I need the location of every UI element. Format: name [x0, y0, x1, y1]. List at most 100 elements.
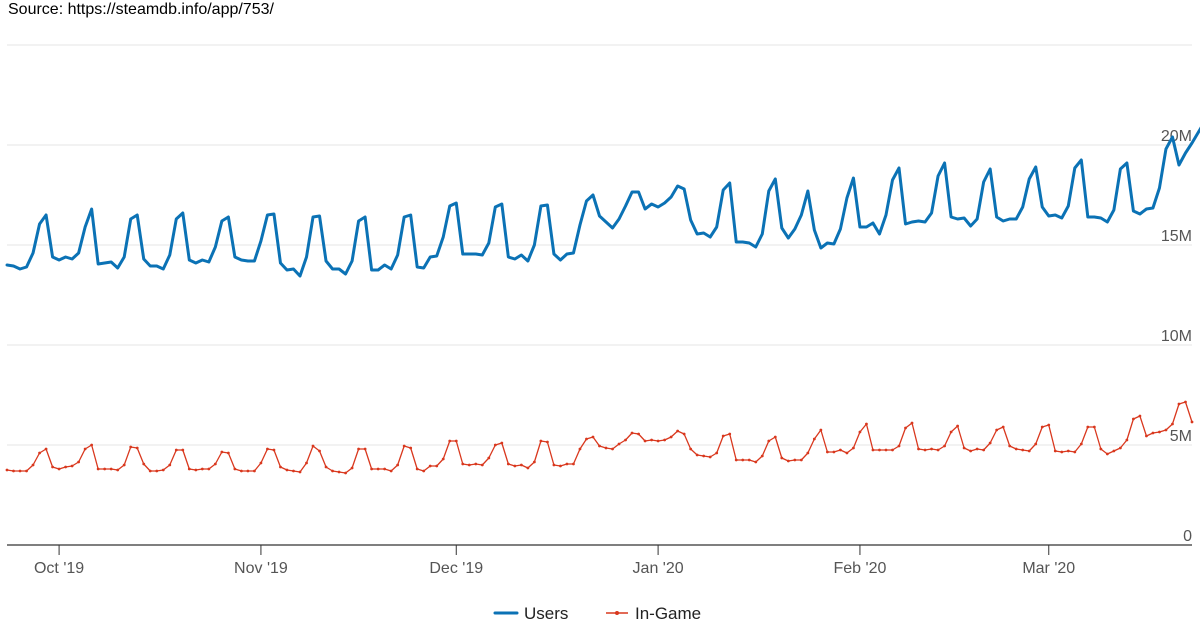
series-point-in-game [1040, 425, 1044, 429]
series-point-in-game [142, 462, 146, 466]
series-point-in-game [279, 465, 282, 469]
series-point-in-game [415, 467, 419, 471]
x-tick-label: Dec '19 [429, 560, 483, 577]
series-point-in-game [96, 467, 100, 471]
x-tick-label: Jan '20 [633, 560, 684, 577]
series-point-in-game [1060, 450, 1064, 454]
series-point-in-game [480, 463, 484, 467]
series-point-in-game [135, 446, 139, 450]
series-point-in-game [454, 439, 458, 443]
series-point-in-game [441, 457, 445, 461]
series-point-in-game [917, 447, 920, 451]
series-point-in-game [31, 463, 35, 467]
series-point-in-game [25, 469, 28, 473]
series-point-in-game [1066, 449, 1070, 453]
x-tick-label: Nov '19 [234, 560, 288, 577]
series-point-in-game [546, 440, 549, 444]
series-point-in-game [689, 447, 693, 451]
series-point-in-game [760, 454, 764, 458]
series-point-in-game [884, 448, 888, 452]
series-point-in-game [650, 438, 653, 442]
series-point-in-game [389, 469, 393, 473]
series-point-in-game [780, 456, 784, 460]
series-point-in-game [77, 460, 81, 464]
series-point-in-game [1092, 425, 1096, 429]
series-point-in-game [1151, 431, 1155, 435]
series-point-in-game [383, 467, 387, 471]
series-point-in-game [1190, 420, 1194, 424]
series-point-in-game [161, 468, 165, 472]
series-point-in-game [1177, 402, 1181, 406]
series-point-in-game [461, 462, 465, 466]
series-point-in-game [428, 464, 432, 468]
series-point-in-game [786, 459, 790, 463]
series-point-in-game [754, 460, 758, 464]
series-point-in-game [539, 439, 543, 443]
series-point-in-game [129, 445, 133, 449]
series-point-in-game [858, 430, 862, 434]
series-point-in-game [1099, 447, 1103, 451]
series-point-in-game [109, 467, 113, 471]
series-point-in-game [357, 447, 360, 451]
series-point-in-game [38, 451, 41, 455]
series-point-in-game [168, 463, 172, 467]
series-point-in-game [773, 435, 777, 439]
y-tick-label: 15M [1161, 228, 1192, 245]
series-point-in-game [839, 448, 842, 452]
series-point-in-game [812, 437, 816, 441]
series-point-in-game [396, 463, 400, 467]
series-point-in-game [467, 463, 471, 467]
series-point-in-game [148, 469, 152, 473]
series-point-in-game [220, 450, 224, 454]
series-point-in-game [500, 441, 504, 445]
series-point-in-game [878, 448, 881, 452]
series-point-in-game [1086, 425, 1090, 429]
series-point-in-game [656, 439, 660, 443]
series-point-in-game [1132, 417, 1135, 421]
x-tick-label: Mar '20 [1022, 560, 1075, 577]
series-point-in-game [259, 461, 263, 465]
series-point-in-game [949, 430, 953, 434]
series-point-in-game [663, 438, 667, 442]
series-point-in-game [200, 467, 204, 471]
series-point-in-game [64, 465, 67, 469]
series-point-in-game [155, 469, 159, 473]
series-point-in-game [819, 428, 823, 432]
series-point-in-game [969, 449, 973, 453]
series-point-in-game [1008, 444, 1012, 448]
series-point-in-game [637, 432, 640, 436]
series-point-in-game [5, 468, 9, 472]
series-point-in-game [871, 448, 875, 452]
series-point-in-game [552, 463, 556, 467]
series-point-in-game [1184, 400, 1187, 404]
series-point-in-game [891, 448, 894, 452]
y-tick-label: 5M [1170, 428, 1192, 445]
series-point-in-game [585, 437, 588, 441]
legend-label-users[interactable]: Users [524, 604, 568, 623]
series-point-in-game [1047, 423, 1051, 427]
legend-label-in-game[interactable]: In-Game [635, 604, 701, 623]
series-point-in-game [988, 441, 992, 445]
series-point-in-game [83, 447, 87, 451]
series-point-in-game [51, 465, 54, 469]
series-point-in-game [285, 468, 289, 472]
series-point-in-game [194, 468, 198, 472]
series-point-in-game [682, 432, 686, 436]
series-point-in-game [832, 450, 836, 454]
series-point-in-game [519, 463, 523, 467]
series-point-in-game [708, 455, 712, 459]
series-point-in-game [982, 448, 986, 452]
series-point-in-game [741, 458, 745, 462]
series-point-in-game [1014, 447, 1018, 451]
series-point-in-game [604, 446, 608, 450]
series-point-in-game [643, 439, 647, 443]
series-point-in-game [487, 456, 491, 460]
series-point-in-game [1171, 422, 1174, 426]
series-point-in-game [103, 467, 107, 471]
series-point-in-game [435, 464, 439, 468]
y-tick-label: 20M [1161, 128, 1192, 145]
series-point-in-game [474, 462, 478, 466]
series-point-in-game [865, 422, 868, 426]
series-point-in-game [767, 439, 771, 443]
series-point-in-game [923, 448, 927, 452]
